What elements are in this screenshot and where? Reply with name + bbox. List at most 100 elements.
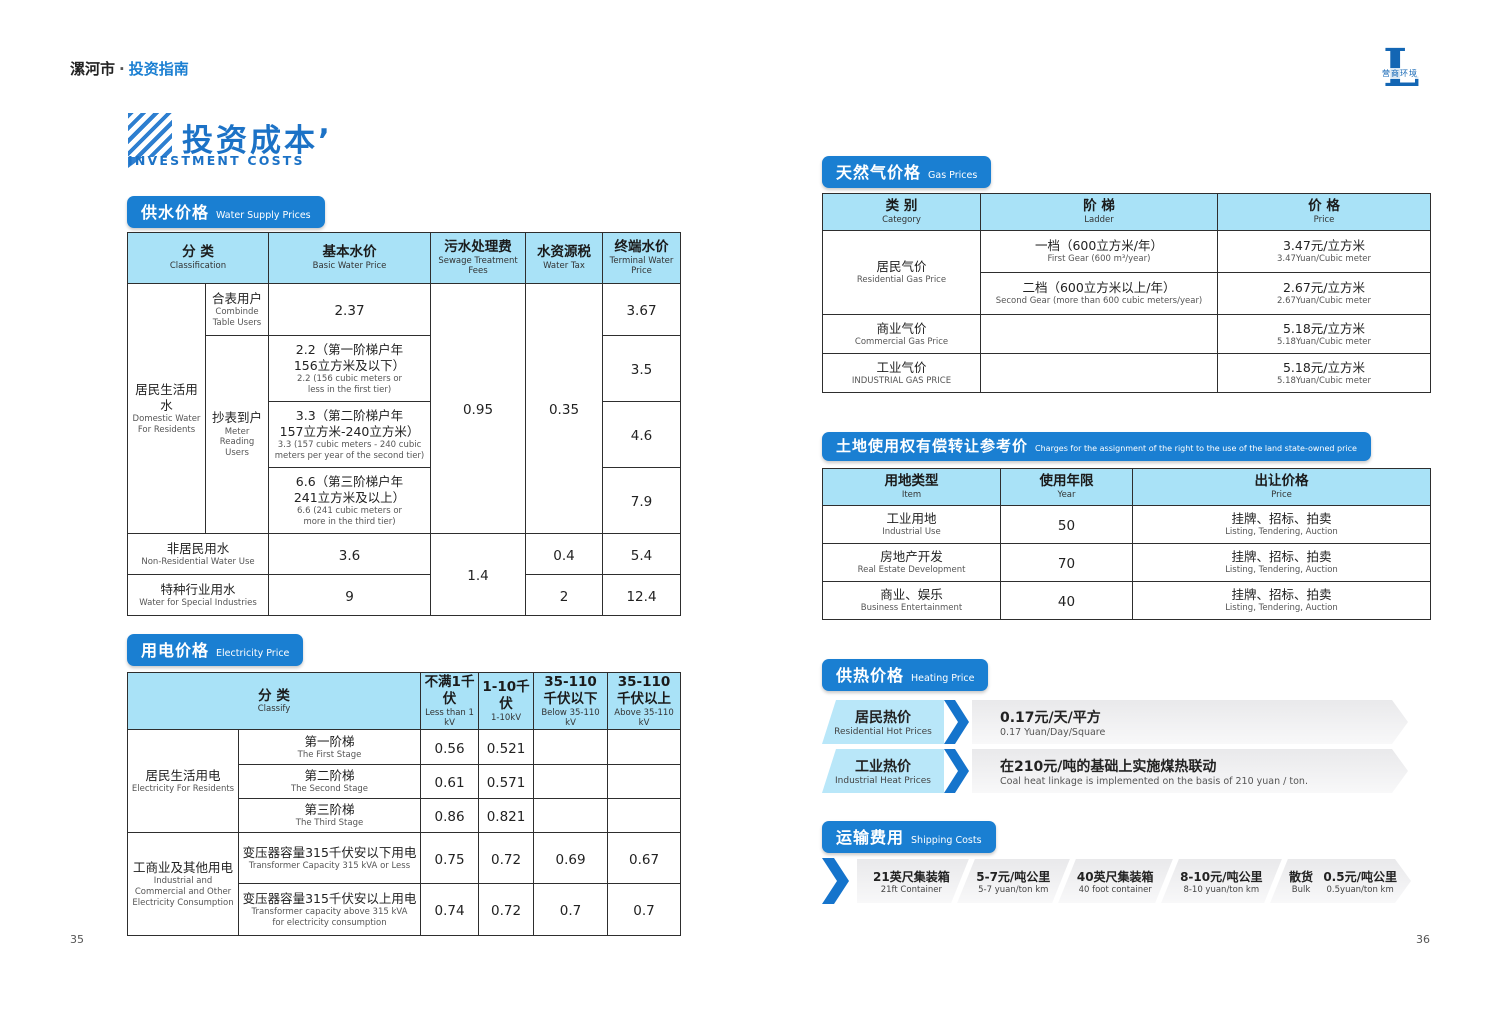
cell-value: 40: [1000, 581, 1133, 620]
shipping-costs-row: 21英尺集装箱 21ft Container 5-7元/吨公里 5-7 yuan/t…: [822, 858, 1411, 904]
separator-dot: ·: [119, 60, 125, 78]
cell-value: 5.18元/立方米 5.18Yuan/Cubic meter: [1217, 353, 1431, 393]
cell-tier1: 2.2（第一阶梯户年 156立方米及以下） 2.2 (156 cubic mete…: [268, 335, 431, 402]
table-row: 居民气价 Residential Gas Price 一档（600立方米/年） Fi…: [822, 230, 1431, 315]
cell-meter-users: 抄表到户 Meter Reading Users: [205, 335, 269, 534]
cell-commercial-gas: 商业气价 Commercial Gas Price: [822, 314, 981, 354]
cell-value: 0.521: [478, 729, 535, 766]
cell-value: 2: [525, 574, 603, 616]
cell-value: 0.67: [607, 832, 682, 885]
table-row: 特种行业用水 Water for Special Industries 9 2 1…: [127, 574, 681, 616]
brand-logo-icon: L 营商环境: [1381, 42, 1435, 100]
table-row: 第二阶梯 The Second Stage 0.61 0.571: [128, 764, 682, 800]
cell-nonresidential: 非居民用水 Non-Residential Water Use: [127, 533, 269, 575]
cell-tax-value: 0.35: [525, 283, 603, 534]
col-ladder: 阶 梯 Ladder: [980, 193, 1218, 231]
cell-residents-electricity: 居民生活用电 Electricity For Residents: [127, 729, 239, 834]
cell-value: 50: [1000, 505, 1133, 544]
col-land-type: 用地类型 Item: [822, 468, 1001, 506]
cell-value: 3.47元/立方米 3.47Yuan/Cubic meter: [1217, 230, 1431, 273]
cell-industrial-gas: 工业气价 INDUSTRIAL GAS PRICE: [822, 353, 981, 393]
cell-value: 0.4: [525, 533, 603, 575]
col-classify: 分 类 Classify: [126, 671, 422, 731]
table-row: 居民生活用电 Electricity For Residents 第一阶梯 The …: [127, 729, 682, 834]
empty-cell: [533, 798, 609, 834]
shipping-item: 40英尺集装箱 40 foot container: [1076, 869, 1154, 895]
cell-industrial-use: 工业用地 Industrial Use: [822, 505, 1001, 544]
cell-stage1: 第一阶梯 The First Stage: [237, 729, 422, 766]
chevron-right-icon: [822, 858, 849, 904]
cell-stage3: 第三阶梯 The Third Stage: [237, 798, 422, 834]
cell-value: 0.61: [420, 764, 480, 800]
hatched-square-tail-icon: [128, 157, 143, 168]
cell-value: 挂牌、招标、拍卖 Listing, Tendering, Auction: [1132, 581, 1431, 620]
cell-value: 0.86: [420, 798, 480, 834]
cell-value: 5.18元/立方米 5.18Yuan/Cubic meter: [1217, 314, 1431, 354]
col-1-10kv: 1-10千伏 1-10kV: [478, 671, 535, 731]
heating-label-en: Industrial Heat Prices: [835, 776, 931, 786]
table-row: 第三阶梯 The Third Stage 0.86 0.821: [128, 798, 682, 834]
heating-value-en: Coal heat linkage is implemented on the …: [1000, 775, 1308, 787]
water-section-badge: 供水价格 Water Supply Prices: [127, 196, 325, 228]
land-badge-en: Charges for the assignment of the right …: [1035, 444, 1357, 453]
empty-cell: [607, 764, 682, 800]
heating-label-en: Residential Hot Prices: [834, 727, 932, 737]
cell-value: 3.67: [602, 283, 681, 336]
table-row: 商业气价 Commercial Gas Price 5.18元/立方米 5.18Yu…: [822, 314, 1431, 354]
cell-special-industry: 特种行业用水 Water for Special Industries: [127, 574, 269, 616]
cell-value: 0.821: [478, 798, 535, 834]
cell-value: 0.56: [420, 729, 480, 766]
gas-section-badge: 天然气价格 Gas Prices: [822, 156, 992, 188]
heating-value-zh: 0.17元/天/平方: [1000, 709, 1101, 726]
empty-cell: [533, 764, 609, 800]
water-badge-en: Water Supply Prices: [216, 210, 311, 221]
cell-value: 0.7: [607, 883, 682, 937]
cell-sewage-value: 0.95: [430, 283, 526, 534]
cell-value: 4.6: [602, 401, 681, 468]
col-water-tax: 水资源税 Water Tax: [525, 232, 603, 284]
cell-business-entertainment: 商业、娱乐 Business Entertainment: [822, 581, 1001, 620]
col-basic-price: 基本水价 Basic Water Price: [268, 232, 431, 284]
quote-mark: ’: [318, 123, 333, 159]
heating-badge-en: Heating Price: [911, 673, 975, 684]
cell-value: 7.9: [602, 467, 681, 534]
page-title-text: 投资成本: [182, 123, 318, 159]
page-number-left: 35: [70, 933, 84, 946]
heating-label-zh: 工业热价: [855, 759, 911, 775]
chevron-right-icon: [944, 700, 969, 744]
table-row: 6.6（第三阶梯户年 241立方米及以上） 6.6 (241 cubic mete…: [128, 467, 681, 534]
empty-cell: [607, 798, 682, 834]
cell-value: 3.6: [268, 533, 431, 575]
land-section-badge: 土地使用权有偿转让参考价 Charges for the assignment …: [822, 432, 1371, 461]
cell-value: 挂牌、招标、拍卖 Listing, Tendering, Auction: [1132, 543, 1431, 582]
electricity-badge-en: Electricity Price: [216, 648, 290, 659]
heating-value-bar: 在210元/吨的基础上实施煤热联动 Coal heat linkage is i…: [972, 749, 1408, 793]
col-price: 价 格 Price: [1217, 193, 1431, 231]
table-row: 3.3（第二阶梯户年 157立方米-240立方米） 3.3 (157 cubic …: [128, 401, 681, 468]
shipping-badge-en: Shipping Costs: [911, 835, 982, 846]
table-header-row: 类 别 Category 阶 梯 Ladder 价 格 Price: [822, 193, 1431, 231]
heating-section-badge: 供热价格 Heating Price: [822, 659, 989, 691]
guide-title: 投资指南: [128, 60, 189, 78]
gas-badge-zh: 天然气价格: [836, 163, 922, 182]
col-sewage-fee: 污水处理费 Sewage Treatment Fees: [430, 232, 526, 284]
slash-divider: [1052, 859, 1076, 903]
table-row: 居民生活用水 Domestic Water For Residents 合表用户 C…: [127, 283, 681, 534]
cell-tier3: 6.6（第三阶梯户年 241立方米及以上） 6.6 (241 cubic mete…: [268, 467, 431, 534]
cell-value: 70: [1000, 543, 1133, 582]
table-row: 商业、娱乐 Business Entertainment 40 挂牌、招标、拍卖 L…: [822, 581, 1431, 620]
page-title-en: INVESTMENT COSTS: [128, 153, 305, 168]
cell-transformer-above-315: 变压器容量315千伏安以上用电 Transformer capacity abov…: [237, 883, 422, 937]
col-under-1kv: 不满1千伏 Less than 1 kV: [420, 671, 480, 731]
heating-value-zh: 在210元/吨的基础上实施煤热联动: [1000, 758, 1217, 775]
shipping-item: 8-10元/吨公里 8-10 yuan/ton km: [1180, 869, 1263, 895]
table-header-row: 分 类 Classify 不满1千伏 Less than 1 kV 1-10千伏 1-…: [126, 671, 682, 731]
col-classification: 分 类 Classification: [127, 232, 269, 284]
table-row: 工商业及其他用电 Industrial and Commercial and Ot…: [127, 832, 682, 937]
cell-residential-gas: 居民气价 Residential Gas Price: [822, 230, 981, 315]
col-years: 使用年限 Year: [1000, 468, 1133, 506]
empty-cell: [980, 353, 1218, 393]
cell-value: 2.67元/立方米 2.67Yuan/Cubic meter: [1217, 272, 1431, 315]
cell-transformer-below-315: 变压器容量315千伏安以下用电 Transformer Capacity 315 …: [237, 832, 422, 885]
slash-divider: [951, 859, 975, 903]
